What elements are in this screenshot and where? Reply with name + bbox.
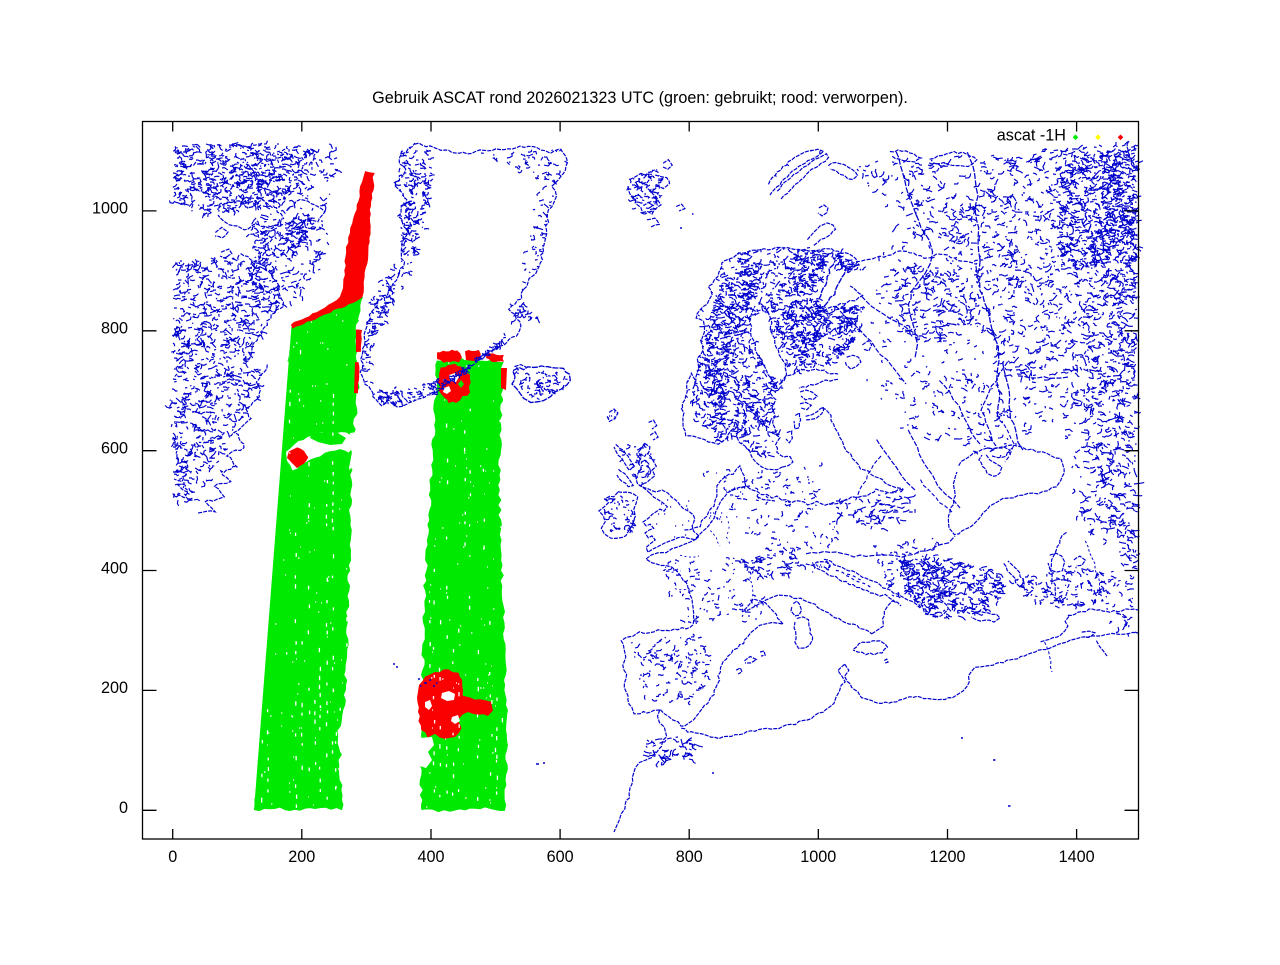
svg-text:800: 800 xyxy=(676,848,703,866)
svg-text:200: 200 xyxy=(101,679,128,697)
svg-text:400: 400 xyxy=(417,848,444,866)
svg-text:1400: 1400 xyxy=(1059,848,1095,866)
svg-text:800: 800 xyxy=(101,320,128,338)
svg-text:1200: 1200 xyxy=(929,848,965,866)
svg-text:1000: 1000 xyxy=(800,848,836,866)
svg-text:0: 0 xyxy=(119,799,128,817)
svg-text:200: 200 xyxy=(288,848,315,866)
svg-text:Gebruik ASCAT rond 2026021323: Gebruik ASCAT rond 2026021323 UTC (groen… xyxy=(372,89,908,107)
svg-text:ascat -1H: ascat -1H xyxy=(997,127,1066,145)
svg-text:0: 0 xyxy=(168,848,177,866)
svg-text:600: 600 xyxy=(101,440,128,458)
svg-text:600: 600 xyxy=(547,848,574,866)
svg-text:1000: 1000 xyxy=(92,200,128,218)
svg-text:400: 400 xyxy=(101,559,128,577)
